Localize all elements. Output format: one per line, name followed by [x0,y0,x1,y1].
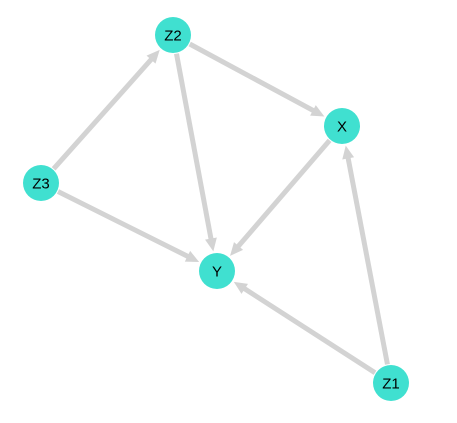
edge-line [51,56,155,171]
node-z1[interactable]: Z1 [373,365,409,401]
node-y-label: Y [212,264,222,281]
node-x[interactable]: X [324,108,360,144]
edge-line [174,53,214,241]
node-z1-circle [373,365,409,401]
edge-x-to-y [230,138,332,256]
node-z1-label: Z1 [382,376,400,393]
node-z2[interactable]: Z2 [155,17,191,53]
edge-line [188,41,316,114]
edge-z2-to-x [188,41,325,117]
node-z3-circle [23,165,59,201]
edge-arrowhead [146,49,160,64]
node-z3-label: Z3 [32,176,50,193]
edge-arrowhead [184,250,200,263]
edge-arrowhead [230,242,244,256]
nodes-layer: Z2 X Z3 Y Z1 [23,17,409,401]
edge-arrowhead [233,281,248,294]
edge-line [56,189,191,260]
edge-z2-to-y [174,53,217,252]
edge-line [235,138,332,250]
edge-arrowhead [205,237,217,252]
node-y[interactable]: Y [199,253,235,289]
edge-z1-to-y [233,281,377,375]
edge-z3-to-y [56,189,200,263]
edges-layer [51,41,390,375]
edge-arrowhead [342,145,355,160]
node-x-circle [324,108,360,144]
node-x-label: X [337,119,347,136]
edge-line [241,285,377,375]
node-z2-label: Z2 [164,28,182,45]
node-z3[interactable]: Z3 [23,165,59,201]
edge-line [345,155,390,365]
edge-z1-to-x [342,145,390,365]
edge-z3-to-z2 [51,49,160,171]
node-y-circle [199,253,235,289]
edge-arrowhead [310,105,325,117]
node-z2-circle [155,17,191,53]
